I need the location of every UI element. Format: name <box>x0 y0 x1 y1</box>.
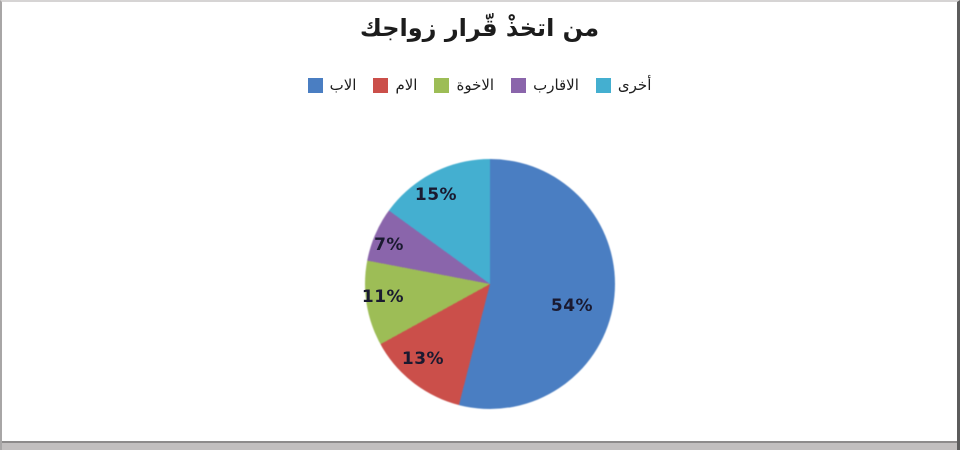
slice-label-relatives: 7% <box>374 235 404 255</box>
slice-label-mother: 13% <box>401 349 445 369</box>
legend-swatch-icon <box>307 78 323 93</box>
legend-item-mother: الام <box>373 78 417 93</box>
pie-chart <box>365 159 615 409</box>
legend-label: أخرى <box>617 76 652 94</box>
legend-label: الاقارب <box>533 76 579 94</box>
legend-swatch-icon <box>373 78 389 93</box>
legend-item-other: أخرى <box>595 76 652 94</box>
legend-item-brothers: الاخوة <box>434 78 494 93</box>
legend-swatch-icon <box>595 78 611 93</box>
slice-label-father: 54% <box>550 296 594 316</box>
legend: الاب الام الاخوة الاقارب أخرى <box>2 78 957 93</box>
legend-label: الاخوة <box>456 76 495 94</box>
legend-label: الاب <box>329 76 357 94</box>
legend-swatch-icon <box>511 78 527 93</box>
window-bottom-edge <box>2 441 957 450</box>
legend-item-father: الاب <box>307 76 357 94</box>
legend-item-relatives: الاقارب <box>511 78 579 93</box>
slice-label-brothers: 11% <box>361 287 405 307</box>
chart-title: من اتخذْ قّرار زواجك <box>359 14 600 42</box>
legend-swatch-icon <box>434 78 450 93</box>
slice-label-other: 15% <box>414 185 458 205</box>
legend-label: الام <box>395 76 418 94</box>
